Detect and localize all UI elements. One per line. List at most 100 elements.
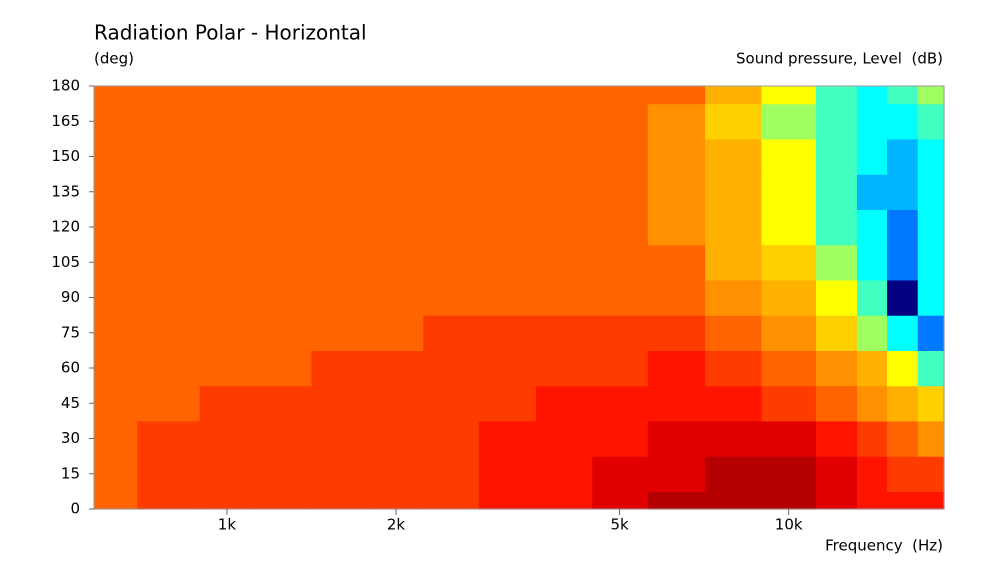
heat-cell	[254, 350, 313, 387]
heat-cell	[94, 103, 138, 140]
heat-cell	[423, 420, 480, 457]
heat-cell	[917, 174, 945, 210]
y-tick-label: 120	[51, 218, 80, 236]
heat-cell	[199, 244, 255, 281]
heat-cell	[856, 244, 888, 281]
y-tick-label: 180	[51, 77, 80, 95]
heat-cell	[592, 279, 649, 316]
heat-cell	[917, 350, 945, 387]
heat-cell	[137, 279, 201, 316]
heat-cell	[535, 491, 593, 510]
heat-cell	[856, 420, 888, 457]
heat-cell	[368, 209, 424, 246]
heat-cell	[254, 385, 313, 422]
heat-cell	[535, 279, 593, 316]
heat-cell	[535, 456, 593, 492]
heat-cell	[705, 244, 763, 281]
y-tick-label: 30	[61, 429, 80, 447]
heat-cell	[705, 491, 763, 510]
heat-cell	[856, 279, 888, 316]
y-tick-label: 135	[51, 182, 80, 200]
heat-cell	[856, 138, 888, 175]
heat-cell	[705, 385, 763, 422]
heat-cell	[917, 86, 945, 105]
heat-cell	[887, 420, 919, 457]
heat-cell	[592, 350, 649, 387]
heat-cell	[199, 315, 255, 351]
heat-cell	[705, 209, 763, 246]
heat-cell	[887, 138, 919, 175]
heat-cell	[199, 350, 255, 387]
heat-cell	[137, 174, 201, 210]
heat-cell	[856, 86, 888, 105]
heat-cell	[592, 491, 649, 510]
heat-cell	[535, 244, 593, 281]
heat-cell	[478, 279, 537, 316]
heat-cell	[423, 279, 480, 316]
heat-cell	[368, 385, 424, 422]
heat-cell	[761, 385, 817, 422]
heat-cell	[815, 174, 858, 210]
heat-cell	[368, 491, 424, 510]
heat-cell	[199, 138, 255, 175]
heat-cell	[311, 456, 370, 492]
y-tick-label: 45	[61, 394, 80, 412]
heat-cell	[368, 420, 424, 457]
heat-cell	[705, 420, 763, 457]
heat-cell	[311, 209, 370, 246]
y-tick-label: 0	[70, 500, 80, 518]
y-tick-label: 150	[51, 147, 80, 165]
heat-cell	[368, 138, 424, 175]
heat-cell	[856, 385, 888, 422]
heat-cell	[592, 138, 649, 175]
heat-cell	[761, 103, 817, 140]
heat-cell	[856, 491, 888, 510]
heat-cell	[705, 174, 763, 210]
heat-cell	[592, 174, 649, 210]
heat-cell	[137, 209, 201, 246]
heat-cell	[647, 456, 706, 492]
heat-cell	[311, 279, 370, 316]
heat-cell	[917, 279, 945, 316]
heat-cell	[887, 103, 919, 140]
heat-cell	[254, 244, 313, 281]
heat-cell	[887, 244, 919, 281]
heat-cell	[535, 385, 593, 422]
heat-cell	[647, 491, 706, 510]
heat-cell	[856, 174, 888, 210]
y-tick-label: 60	[61, 359, 80, 377]
y-tick-label: 15	[61, 464, 80, 482]
heat-cell	[535, 174, 593, 210]
heat-cell	[423, 456, 480, 492]
x-tick-label: 2k	[387, 516, 406, 534]
heat-cell	[815, 315, 858, 351]
heat-cell	[535, 209, 593, 246]
heat-cell	[311, 86, 370, 105]
heat-cell	[199, 174, 255, 210]
y-tick-label: 165	[51, 112, 80, 130]
heat-cell	[815, 385, 858, 422]
heat-cell	[815, 456, 858, 492]
heat-cell	[478, 209, 537, 246]
heat-cell	[917, 103, 945, 140]
heat-cell	[311, 244, 370, 281]
heat-cell	[761, 420, 817, 457]
heat-cell	[887, 456, 919, 492]
heat-cell	[761, 209, 817, 246]
heat-cell	[647, 385, 706, 422]
heat-cell	[137, 86, 201, 105]
heat-cell	[94, 385, 138, 422]
heat-cell	[887, 279, 919, 316]
heat-cell	[94, 86, 138, 105]
heat-cell	[137, 385, 201, 422]
heat-cell	[917, 244, 945, 281]
heat-cell	[199, 86, 255, 105]
heat-cell	[94, 174, 138, 210]
heat-cell	[917, 138, 945, 175]
heat-cell	[199, 491, 255, 510]
heat-cell	[761, 174, 817, 210]
heat-cell	[478, 103, 537, 140]
heat-cell	[705, 350, 763, 387]
heat-cell	[592, 315, 649, 351]
heat-cell	[94, 350, 138, 387]
